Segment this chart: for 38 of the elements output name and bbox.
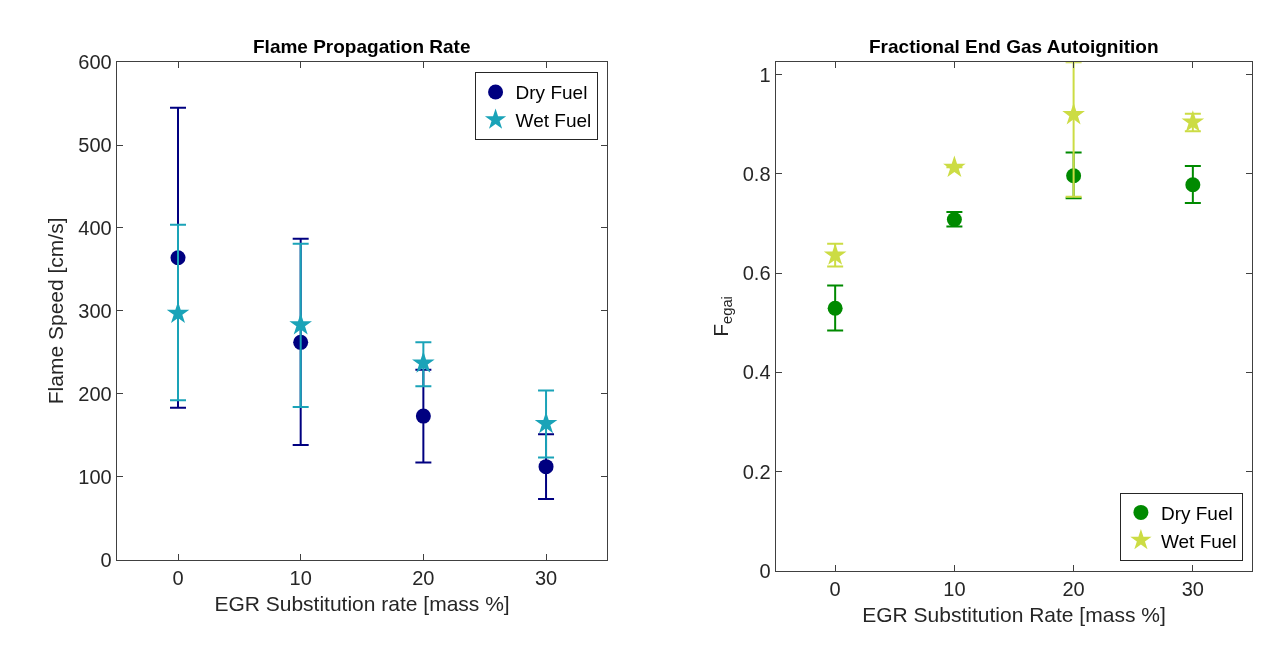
point bbox=[1062, 102, 1085, 125]
y-tick-label: 0.8 bbox=[742, 162, 771, 185]
point bbox=[943, 155, 966, 177]
y-tick-label: 400 bbox=[78, 216, 112, 239]
x-tick-label: 0 bbox=[829, 577, 841, 600]
legend-label: Dry Fuel bbox=[1160, 502, 1233, 524]
y-tick-label: 0.4 bbox=[742, 361, 771, 384]
point bbox=[415, 408, 431, 424]
y-tick-label: 1 bbox=[759, 63, 771, 86]
x-axis-title: EGR Substitution rate [mass %] bbox=[214, 591, 510, 615]
chart-title: Flame Propagation Rate bbox=[253, 36, 471, 57]
point bbox=[412, 351, 435, 373]
legend-label: Dry Fuel bbox=[515, 82, 588, 104]
point bbox=[1185, 177, 1201, 193]
x-tick-label: 20 bbox=[1062, 577, 1085, 600]
point bbox=[827, 300, 843, 316]
point bbox=[538, 459, 554, 475]
x-tick-label: 10 bbox=[289, 566, 312, 589]
y-tick-label: 600 bbox=[78, 51, 112, 74]
y-tick-label: 0.6 bbox=[742, 262, 771, 285]
y-tick-label: 200 bbox=[78, 382, 112, 405]
x-tick-label: 30 bbox=[1181, 577, 1204, 600]
y-axis-title: Flame Speed [cm/s] bbox=[44, 217, 68, 405]
legend-label: Wet Fuel bbox=[515, 110, 592, 132]
legend-label: Wet Fuel bbox=[1160, 530, 1237, 552]
x-axis-title: EGR Substitution Rate [mass %] bbox=[862, 602, 1166, 626]
y-tick-label: 300 bbox=[78, 299, 112, 322]
chart-title: Fractional End Gas Autoignition bbox=[869, 36, 1159, 57]
point bbox=[534, 411, 558, 434]
x-tick-label: 10 bbox=[943, 577, 966, 600]
y-tick-label: 500 bbox=[78, 134, 112, 157]
y-tick-label: 0.2 bbox=[742, 460, 771, 483]
y-tick-label: 100 bbox=[78, 465, 112, 488]
x-tick-label: 0 bbox=[172, 566, 184, 589]
point bbox=[289, 313, 312, 335]
y-tick-label: 0 bbox=[100, 548, 112, 571]
x-tick-label: 20 bbox=[412, 566, 435, 589]
x-tick-label: 30 bbox=[534, 566, 558, 589]
